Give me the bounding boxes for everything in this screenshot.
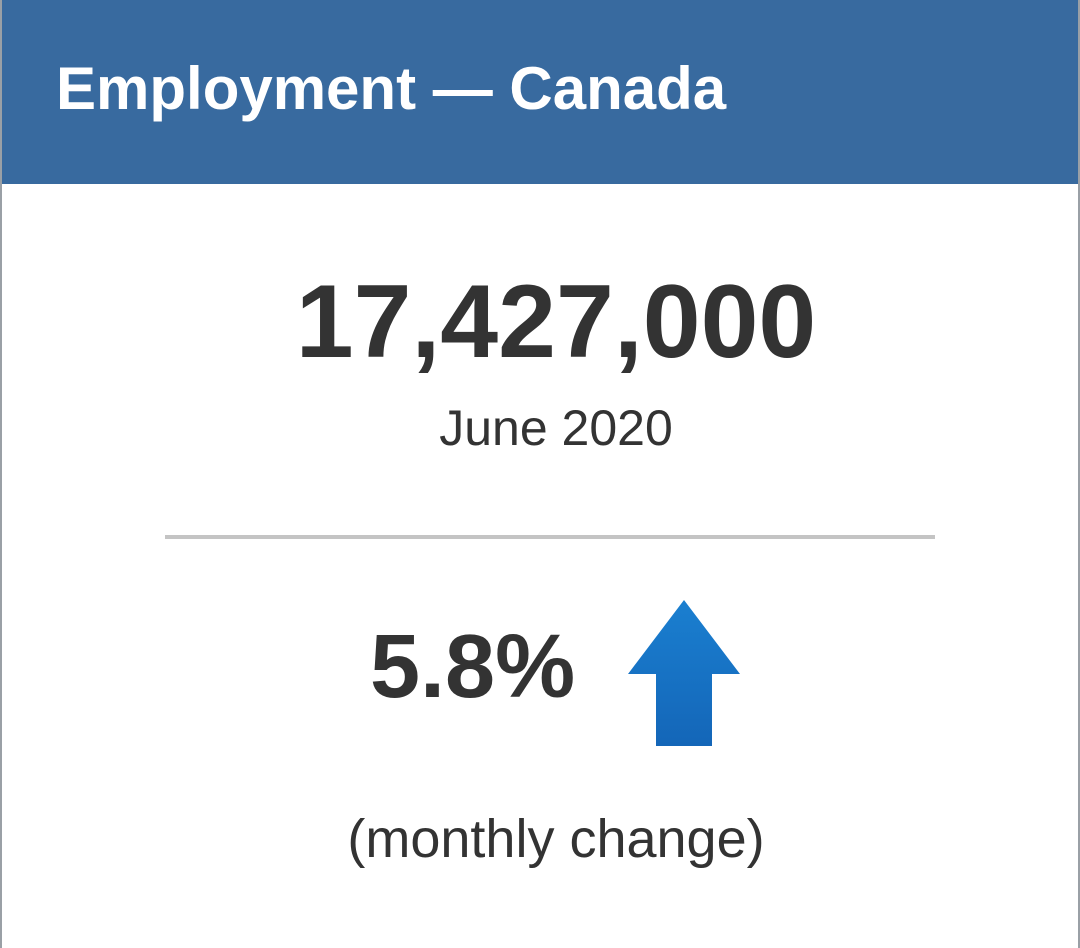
change-caption: (monthly change) [347, 809, 765, 869]
employment-value: 17,427,000 [295, 264, 817, 380]
divider [165, 535, 935, 539]
monthly-change-value: 5.8% [370, 617, 576, 717]
card-title: Employment — Canada [56, 55, 727, 122]
change-row: 5.8% [2, 598, 1078, 748]
up-arrow-icon [628, 600, 740, 746]
up-arrow-shape [628, 600, 740, 746]
card-header: Employment — Canada [2, 0, 1078, 184]
reference-period: June 2020 [439, 400, 673, 456]
